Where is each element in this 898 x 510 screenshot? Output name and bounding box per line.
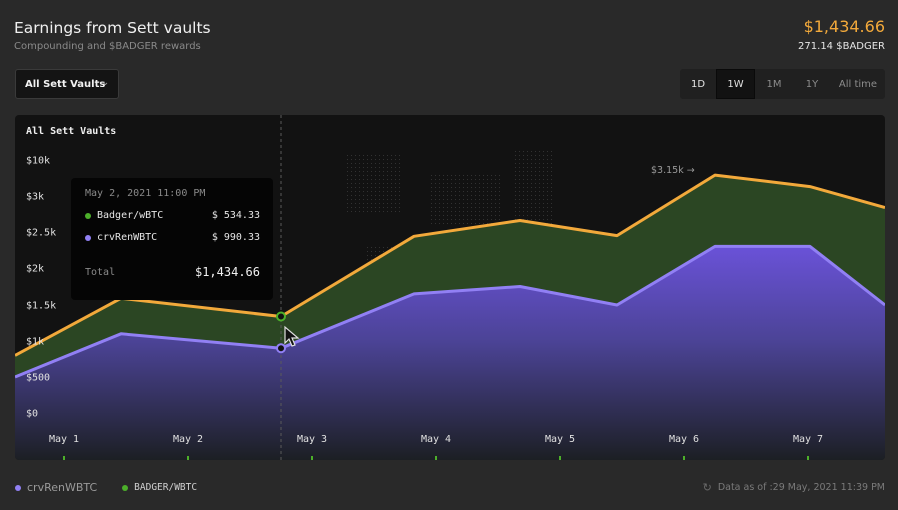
total-badger-value: 271.14 $BADGER — [798, 41, 885, 52]
tooltip-total-label: Total — [85, 266, 116, 278]
crvrenwbtc-line — [15, 244, 885, 379]
total-usd-value: $1,434.66 — [803, 17, 885, 36]
x-tick-label: May 4 — [421, 434, 451, 445]
tooltip-total-value: $1,434.66 — [194, 265, 260, 279]
y-tick-label: $1.5k — [26, 301, 56, 312]
x-tick-label: May 5 — [545, 434, 575, 445]
y-tick-label: $0 — [26, 409, 38, 420]
chart-tooltip: May 2, 2021 11:00 PM Badger/wBTC $ 534.3… — [71, 178, 273, 300]
legend-label: BADGER/WBTC — [134, 482, 198, 493]
x-tick-mark — [559, 456, 561, 460]
hover-marker-crvrenwbtc — [276, 343, 286, 354]
y-tick-label: $500 — [26, 373, 50, 384]
data-asof: ↻ Data as of :29 May, 2021 11:39 PM — [703, 481, 885, 494]
x-tick-mark — [683, 456, 685, 460]
x-tick-mark — [807, 456, 809, 460]
x-tick-mark — [311, 456, 313, 460]
map-texture — [345, 155, 400, 215]
tooltip-dot-crvrenwbtc — [85, 234, 91, 241]
tooltip-row-value: $ 990.33 — [211, 232, 260, 243]
badger-wbtc-area — [15, 175, 885, 377]
range-button-all-time[interactable]: All time — [838, 78, 878, 90]
x-tick-mark — [435, 456, 437, 460]
chart-title: All Sett Vaults — [26, 126, 117, 137]
tooltip-total: Total $1,434.66 — [85, 265, 260, 279]
x-tick-label: May 3 — [297, 434, 327, 445]
tooltip-row-badger-wbtc: Badger/wBTC $ 534.33 — [85, 210, 260, 221]
vault-select-label: All Sett Vaults — [25, 78, 106, 90]
map-texture — [430, 175, 500, 225]
range-button-1d[interactable]: 1D — [690, 78, 706, 90]
tooltip-row-value: $ 534.33 — [211, 210, 260, 221]
refresh-icon[interactable]: ↻ — [702, 481, 712, 494]
legend-dot — [15, 484, 21, 491]
y-tick-label: $10k — [26, 156, 50, 167]
tooltip-row-name: Badger/wBTC — [97, 210, 164, 221]
tooltip-date: May 2, 2021 11:00 PM — [85, 188, 206, 199]
legend-dot — [122, 484, 129, 491]
range-button-1m[interactable]: 1M — [766, 78, 782, 90]
y-tick-label: $1k — [26, 337, 44, 348]
cursor-icon — [284, 325, 300, 347]
legend-label: crvRenWBTC — [27, 481, 98, 494]
range-selector: 1D 1W 1M 1Y All time — [680, 69, 885, 99]
y-tick-label: $3k — [26, 192, 44, 203]
x-tick-label: May 7 — [793, 434, 823, 445]
legend-item-crvrenwbtc[interactable]: crvRenWBTC — [15, 481, 97, 494]
y-tick-label: $2.5k — [26, 228, 56, 239]
range-button-1w[interactable]: 1W — [716, 69, 755, 99]
x-tick-mark — [63, 456, 65, 460]
x-tick-label: May 2 — [173, 434, 203, 445]
data-asof-text: Data as of :29 May, 2021 11:39 PM — [717, 482, 885, 493]
chart-panel: $10k $3k $2.5k $2k $1.5k $1k $500 $0 May 1 May 2 M… — [15, 115, 885, 460]
legend-item-badger-wbtc[interactable]: BADGER/WBTC — [122, 482, 197, 493]
page-subtitle: Compounding and $BADGER rewards — [14, 41, 201, 52]
tooltip-row-name: crvRenWBTC — [97, 232, 158, 243]
peak-annotation: $3.15k → — [651, 165, 695, 176]
crvrenwbtc-area — [15, 246, 885, 460]
x-tick-mark — [187, 456, 189, 460]
hover-marker-badger — [276, 311, 286, 322]
y-tick-label: $2k — [26, 264, 44, 275]
earnings-chart[interactable]: $10k $3k $2.5k $2k $1.5k $1k $500 $0 May 1 May 2 M… — [15, 115, 885, 460]
badger-wbtc-line — [15, 173, 885, 357]
range-button-1y[interactable]: 1Y — [805, 78, 819, 90]
vault-select[interactable]: All Sett Vaults ⌄ — [15, 69, 119, 99]
chevron-down-icon: ⌄ — [101, 78, 109, 88]
x-tick-label: May 6 — [669, 434, 699, 445]
chart-legend: crvRenWBTC BADGER/WBTC — [15, 481, 222, 494]
x-tick-label: May 1 — [49, 434, 79, 445]
tooltip-dot-badger — [85, 212, 91, 219]
tooltip-row-crvrenwbtc: crvRenWBTC $ 990.33 — [85, 232, 260, 243]
page-title: Earnings from Sett vaults — [14, 19, 211, 37]
